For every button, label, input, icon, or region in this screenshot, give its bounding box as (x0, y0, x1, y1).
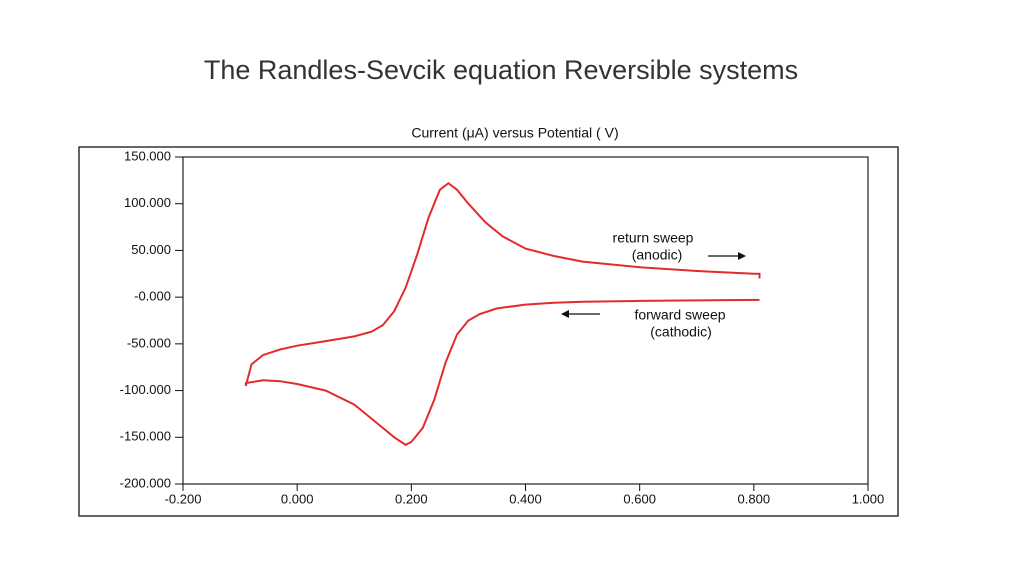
y-tick-label: -200.000 (120, 475, 171, 490)
y-tick-label: 50.000 (131, 242, 171, 257)
annotation: (anodic) (632, 247, 683, 263)
slide-title: The Randles-Sevcik equation Reversible s… (204, 55, 798, 85)
x-tick-label: -0.200 (165, 491, 202, 506)
y-tick-label: -50.000 (127, 335, 171, 350)
y-tick-label: 150.000 (124, 148, 171, 163)
chart-frame (78, 146, 899, 517)
x-tick-label: 0.400 (509, 491, 542, 506)
cv-curve (244, 181, 761, 446)
annotation: forward sweep (634, 307, 725, 323)
y-tick-label: -150.000 (120, 429, 171, 444)
plot-area (182, 156, 869, 485)
annotation: (cathodic) (650, 324, 711, 340)
x-tick-label: 1.000 (852, 491, 885, 506)
chart-title: Current (μA) versus Potential ( V) (411, 125, 618, 141)
x-tick-label: 0.600 (623, 491, 656, 506)
y-tick-label: -100.000 (120, 382, 171, 397)
annotation: return sweep (613, 230, 694, 246)
arrows (561, 252, 746, 318)
y-tick-label: 100.000 (124, 195, 171, 210)
x-tick-label: 0.200 (395, 491, 428, 506)
x-tick-label: 0.800 (738, 491, 771, 506)
x-tick-label: 0.000 (281, 491, 314, 506)
y-tick-label: -0.000 (134, 289, 171, 304)
